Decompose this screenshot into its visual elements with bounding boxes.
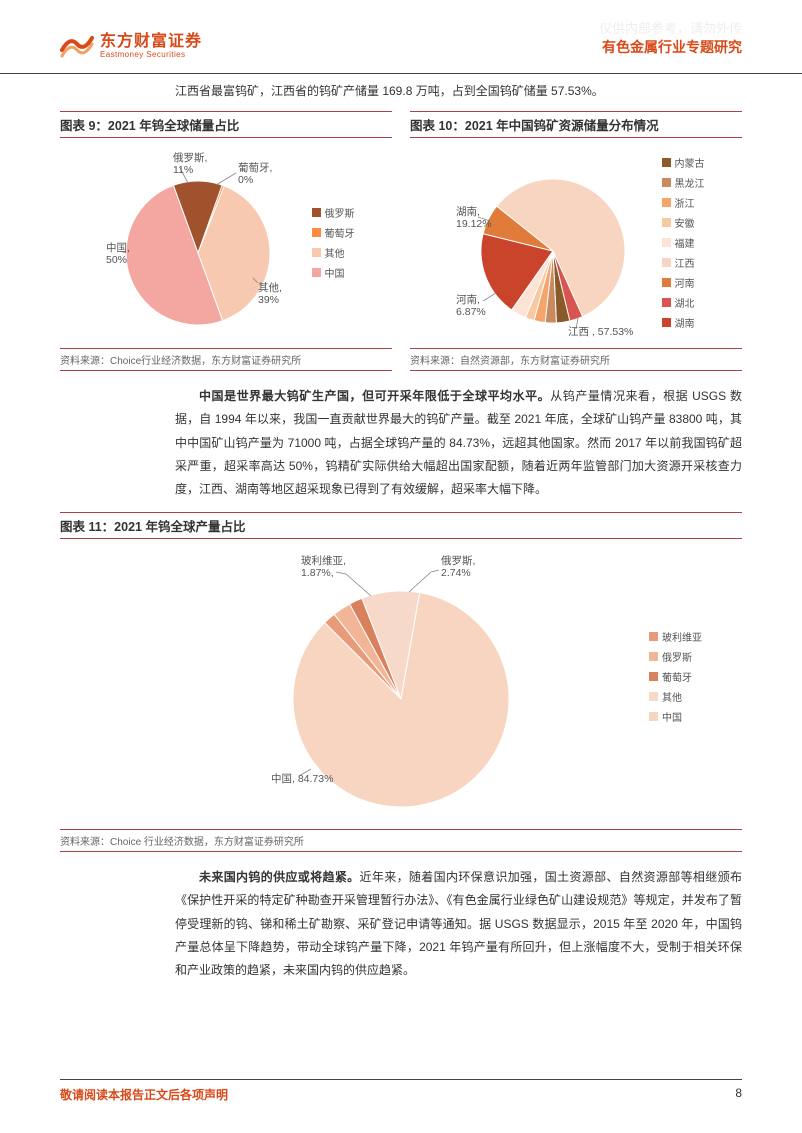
legend-item: 河南: [662, 275, 705, 290]
page-footer: 敬请阅读本报告正文后各项声明 8: [60, 1079, 742, 1103]
svg-text:50%: 50%: [106, 254, 127, 266]
legend-item: 内蒙古: [662, 155, 705, 170]
svg-text:0%: 0%: [238, 174, 253, 186]
para2-bold: 未来国内钨的供应或将趋紧。: [199, 870, 360, 884]
svg-text:1.87%,: 1.87%,: [301, 567, 334, 579]
legend-item: 湖北: [662, 295, 705, 310]
svg-text:河南,: 河南,: [456, 293, 480, 306]
svg-text:中国,: 中国,: [106, 241, 130, 254]
chart10-pie: 湖南,19.12% 河南,6.87% 江西 , 57.53%: [448, 143, 658, 343]
svg-text:其他,: 其他,: [258, 281, 282, 294]
svg-text:俄罗斯,: 俄罗斯,: [173, 151, 207, 164]
svg-text:6.87%: 6.87%: [456, 306, 486, 318]
legend-item: 福建: [662, 235, 705, 250]
legend-item: 中国: [312, 265, 355, 280]
svg-text:2.74%: 2.74%: [441, 567, 471, 579]
legend-item: 黑龙江: [662, 175, 705, 190]
para2-text: 近年来，随着国内环保意识加强，国土资源部、自然资源部等相继颁布《保护性开采的特定…: [175, 870, 742, 978]
svg-text:江西 , 57.53%: 江西 , 57.53%: [568, 326, 633, 338]
chart9-container: 图表 9：2021 年钨全球储量占比 俄罗斯,11% 葡萄牙,0% 其他,39% 中国…: [60, 111, 392, 371]
footer-page-number: 8: [735, 1086, 742, 1103]
intro-paragraph: 江西省最富钨矿，江西省的钨矿产储量 169.8 万吨，占到全国钨矿储量 57.5…: [175, 80, 742, 103]
chart10-source: 资料来源：自然资源部，东方财富证券研究所: [410, 348, 742, 371]
svg-text:中国, 84.73%: 中国, 84.73%: [271, 772, 333, 785]
chart9-legend: 俄罗斯葡萄牙其他中国: [312, 205, 355, 280]
para1-text: 从钨产量情况来看，根据 USGS 数据，自 1994 年以来，我国一直贡献世界最…: [175, 389, 742, 497]
chart9-pie: 俄罗斯,11% 葡萄牙,0% 其他,39% 中国,50%: [98, 143, 308, 343]
svg-text:俄罗斯,: 俄罗斯,: [441, 554, 475, 567]
chart9-source: 资料来源：Choice行业经济数据，东方财富证券研究所: [60, 348, 392, 371]
legend-item: 中国: [649, 709, 702, 724]
legend-item: 俄罗斯: [649, 649, 702, 664]
chart9-title: 图表 9：2021 年钨全球储量占比: [60, 111, 392, 138]
footer-disclaimer: 敬请阅读本报告正文后各项声明: [60, 1086, 228, 1103]
legend-item: 玻利维亚: [649, 629, 702, 644]
para1-bold: 中国是世界最大钨矿生产国，但可开采年限低于全球平均水平。: [199, 389, 550, 403]
chart10-container: 图表 10：2021 年中国钨矿资源储量分布情况 湖南,19.12% 河南,6.8…: [410, 111, 742, 371]
svg-text:19.12%: 19.12%: [456, 218, 492, 230]
logo-en: Eastmoney Securities: [100, 51, 202, 60]
legend-item: 葡萄牙: [649, 669, 702, 684]
header-title: 有色金属行业专题研究: [602, 37, 742, 57]
svg-text:湖南,: 湖南,: [456, 205, 480, 218]
legend-item: 其他: [649, 689, 702, 704]
chart10-title: 图表 10：2021 年中国钨矿资源储量分布情况: [410, 111, 742, 138]
chart11-pie: 玻利维亚,1.87%, 俄罗斯,2.74% 中国, 84.73%: [171, 544, 631, 824]
svg-text:39%: 39%: [258, 294, 279, 306]
legend-item: 江西: [662, 255, 705, 270]
legend-item: 葡萄牙: [312, 225, 355, 240]
logo-icon: [60, 30, 94, 63]
page-header: 东方财富证券 Eastmoney Securities 有色金属行业专题研究: [0, 0, 802, 74]
legend-item: 安徽: [662, 215, 705, 230]
logo: 东方财富证券 Eastmoney Securities: [60, 30, 202, 63]
legend-item: 其他: [312, 245, 355, 260]
legend-item: 湖南: [662, 315, 705, 330]
svg-text:玻利维亚,: 玻利维亚,: [301, 554, 346, 567]
watermark-text: 仅供内部参考，请勿外传: [599, 18, 742, 37]
chart11-title: 图表 11：2021 年钨全球产量占比: [60, 512, 742, 539]
chart11-legend: 玻利维亚俄罗斯葡萄牙其他中国: [649, 629, 702, 724]
paragraph-1: 中国是世界最大钨矿生产国，但可开采年限低于全球平均水平。从钨产量情况来看，根据 …: [175, 385, 742, 502]
legend-item: 浙江: [662, 195, 705, 210]
paragraph-2: 未来国内钨的供应或将趋紧。近年来，随着国内环保意识加强，国土资源部、自然资源部等…: [175, 866, 742, 983]
chart10-legend: 内蒙古黑龙江浙江安徽福建江西河南湖北湖南: [662, 155, 705, 330]
chart11-container: 图表 11：2021 年钨全球产量占比 玻利维亚,1.87%, 俄罗斯,2.74%…: [60, 512, 742, 852]
svg-text:葡萄牙,: 葡萄牙,: [238, 161, 272, 174]
svg-text:11%: 11%: [173, 164, 193, 176]
chart11-source: 资料来源：Choice 行业经济数据，东方财富证券研究所: [60, 829, 742, 852]
legend-item: 俄罗斯: [312, 205, 355, 220]
logo-cn: 东方财富证券: [100, 33, 202, 51]
chart10-body: 湖南,19.12% 河南,6.87% 江西 , 57.53% 内蒙古黑龙江浙江安徽福…: [410, 138, 742, 348]
chart11-body: 玻利维亚,1.87%, 俄罗斯,2.74% 中国, 84.73% 玻利维亚俄罗斯葡萄…: [60, 539, 742, 829]
chart9-body: 俄罗斯,11% 葡萄牙,0% 其他,39% 中国,50% 俄罗斯葡萄牙其他中国: [60, 138, 392, 348]
